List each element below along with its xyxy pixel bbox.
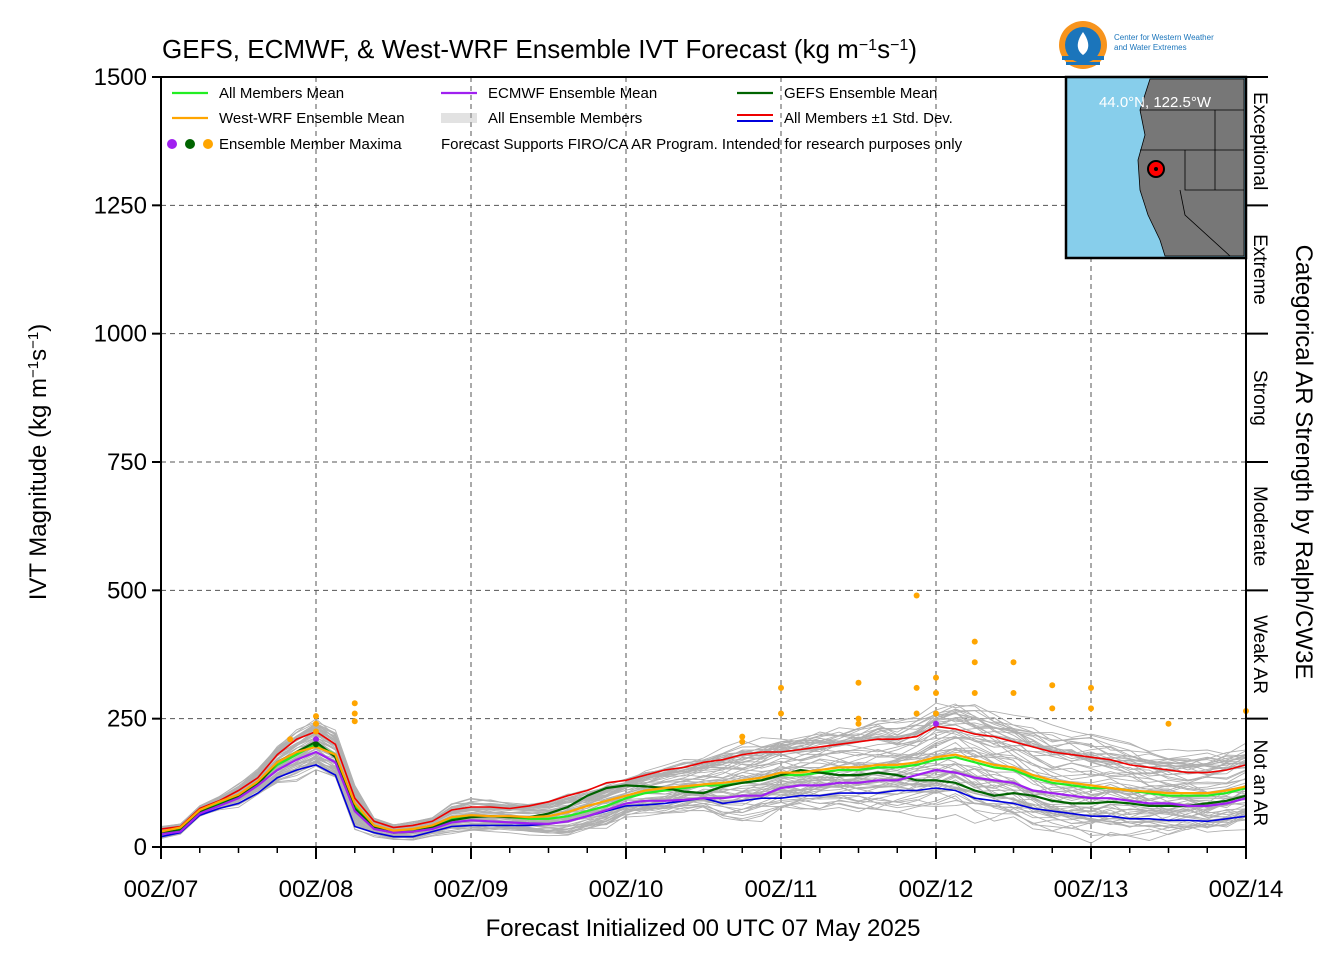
legend-swatch [167, 139, 177, 149]
maxima-dot [313, 741, 319, 748]
category-label: Extreme [1249, 234, 1270, 305]
ensemble-member-lines [160, 702, 1247, 844]
ensemble-member-line [160, 762, 1247, 839]
y-tick-label: 750 [107, 449, 147, 476]
x-tick-label: 00Z/14 [1209, 876, 1284, 903]
y-axis-label: IVT Magnitude (kg m−1s−1) [25, 324, 53, 601]
category-label: Strong [1249, 370, 1270, 426]
y-tick-label: 1000 [94, 321, 147, 348]
legend-label: Forecast Supports FIRO/CA AR Program. In… [441, 136, 963, 153]
legend: All Members Mean ECMWF Ensemble Mean GEFS … [167, 85, 963, 153]
x-tick-label: 00Z/13 [1054, 876, 1129, 903]
ensemble-member-line [160, 709, 1247, 829]
maxima-dot [913, 684, 920, 691]
legend-label: West-WRF Ensemble Mean [219, 110, 405, 127]
maxima-dot [287, 736, 294, 743]
legend-label: GEFS Ensemble Mean [784, 85, 937, 102]
maxima-dot [313, 720, 319, 727]
maxima-dot [739, 733, 746, 740]
legend-label: All Members ±1 Std. Dev. [784, 110, 953, 127]
series-lines [160, 725, 1247, 838]
legend-swatch [203, 139, 213, 149]
legend-label: All Ensemble Members [488, 110, 642, 127]
legend-label: All Members Mean [219, 85, 344, 102]
maxima-dot [1049, 705, 1056, 712]
maxima-dot [933, 674, 939, 681]
maxima-dot [351, 718, 358, 725]
x-tick-label: 00Z/08 [279, 876, 354, 903]
legend-label: ECMWF Ensemble Mean [488, 85, 657, 102]
series-line [160, 740, 1247, 835]
maxima-dot [933, 710, 939, 717]
maxima-dot [1088, 705, 1094, 712]
y-tick-label: 250 [107, 706, 147, 733]
category-label: Moderate [1249, 486, 1270, 566]
maxima-dot [855, 679, 862, 686]
inset-map-location: 44.0°N, 122.5°W [1099, 94, 1212, 111]
ensemble-maxima-dots [287, 592, 1249, 748]
maxima-dot [313, 728, 319, 735]
x-tick-label: 00Z/09 [434, 876, 509, 903]
x-tick-label: 00Z/12 [899, 876, 974, 903]
svg-text:Center for Western Weather: Center for Western Weather [1114, 33, 1214, 42]
x-tick-label: 00Z/10 [589, 876, 664, 903]
legend-swatch [185, 139, 195, 149]
category-label: Not an AR [1249, 740, 1270, 827]
ensemble-member-line [160, 731, 1247, 832]
maxima-dot [855, 715, 862, 722]
maxima-dot [971, 690, 978, 696]
maxima-dot [351, 710, 358, 717]
maxima-dot [971, 659, 978, 666]
maxima-dot [778, 684, 784, 691]
maxima-dot [1165, 720, 1172, 727]
maxima-dot [1010, 659, 1017, 666]
maxima-dot [778, 710, 784, 717]
right-axis-label: Categorical AR Strength by Ralph/CW3E [1290, 245, 1317, 680]
x-tick-label: 00Z/11 [745, 876, 818, 903]
maxima-dot [971, 638, 978, 645]
maxima-dot [1088, 684, 1094, 691]
y-tick-label: 500 [107, 577, 147, 604]
inset-map: 44.0°N, 122.5°W [1064, 75, 1248, 260]
series-line [160, 725, 1247, 830]
svg-text:and Water Extremes: and Water Extremes [1114, 43, 1187, 52]
maxima-dot [351, 700, 358, 707]
maxima-dot [933, 720, 939, 727]
chart-title: GEFS, ECMWF, & West-WRF Ensemble IVT For… [162, 34, 917, 64]
maxima-dot [1049, 682, 1056, 689]
ensemble-member-line [160, 758, 1247, 836]
maxima-dot [913, 710, 920, 717]
legend-label: Ensemble Member Maxima [219, 136, 402, 153]
category-label: Weak AR [1249, 615, 1270, 694]
series-line [160, 745, 1247, 833]
series-line [160, 750, 1247, 836]
maxima-dot [313, 736, 319, 743]
maxima-dot [313, 713, 319, 720]
cw3e-logo: Center for Western Weather and Water Ext… [1059, 21, 1214, 69]
category-label: Exceptional [1249, 92, 1270, 190]
y-tick-label: 1250 [94, 192, 147, 219]
maxima-dot [739, 738, 746, 745]
maxima-dot [855, 720, 862, 727]
maxima-dot [1010, 690, 1017, 696]
x-tick-label: 00Z/07 [124, 876, 199, 903]
x-axis-label: Forecast Initialized 00 UTC 07 May 2025 [486, 915, 921, 942]
maxima-dot [933, 690, 939, 696]
y-tick-label: 0 [134, 834, 147, 861]
maxima-dot [913, 592, 920, 599]
y-tick-label: 1500 [94, 64, 147, 91]
axes: 0 250 500 750 1000 1250 1500 00Z/07 00Z/08 00Z/09… [94, 64, 1284, 903]
